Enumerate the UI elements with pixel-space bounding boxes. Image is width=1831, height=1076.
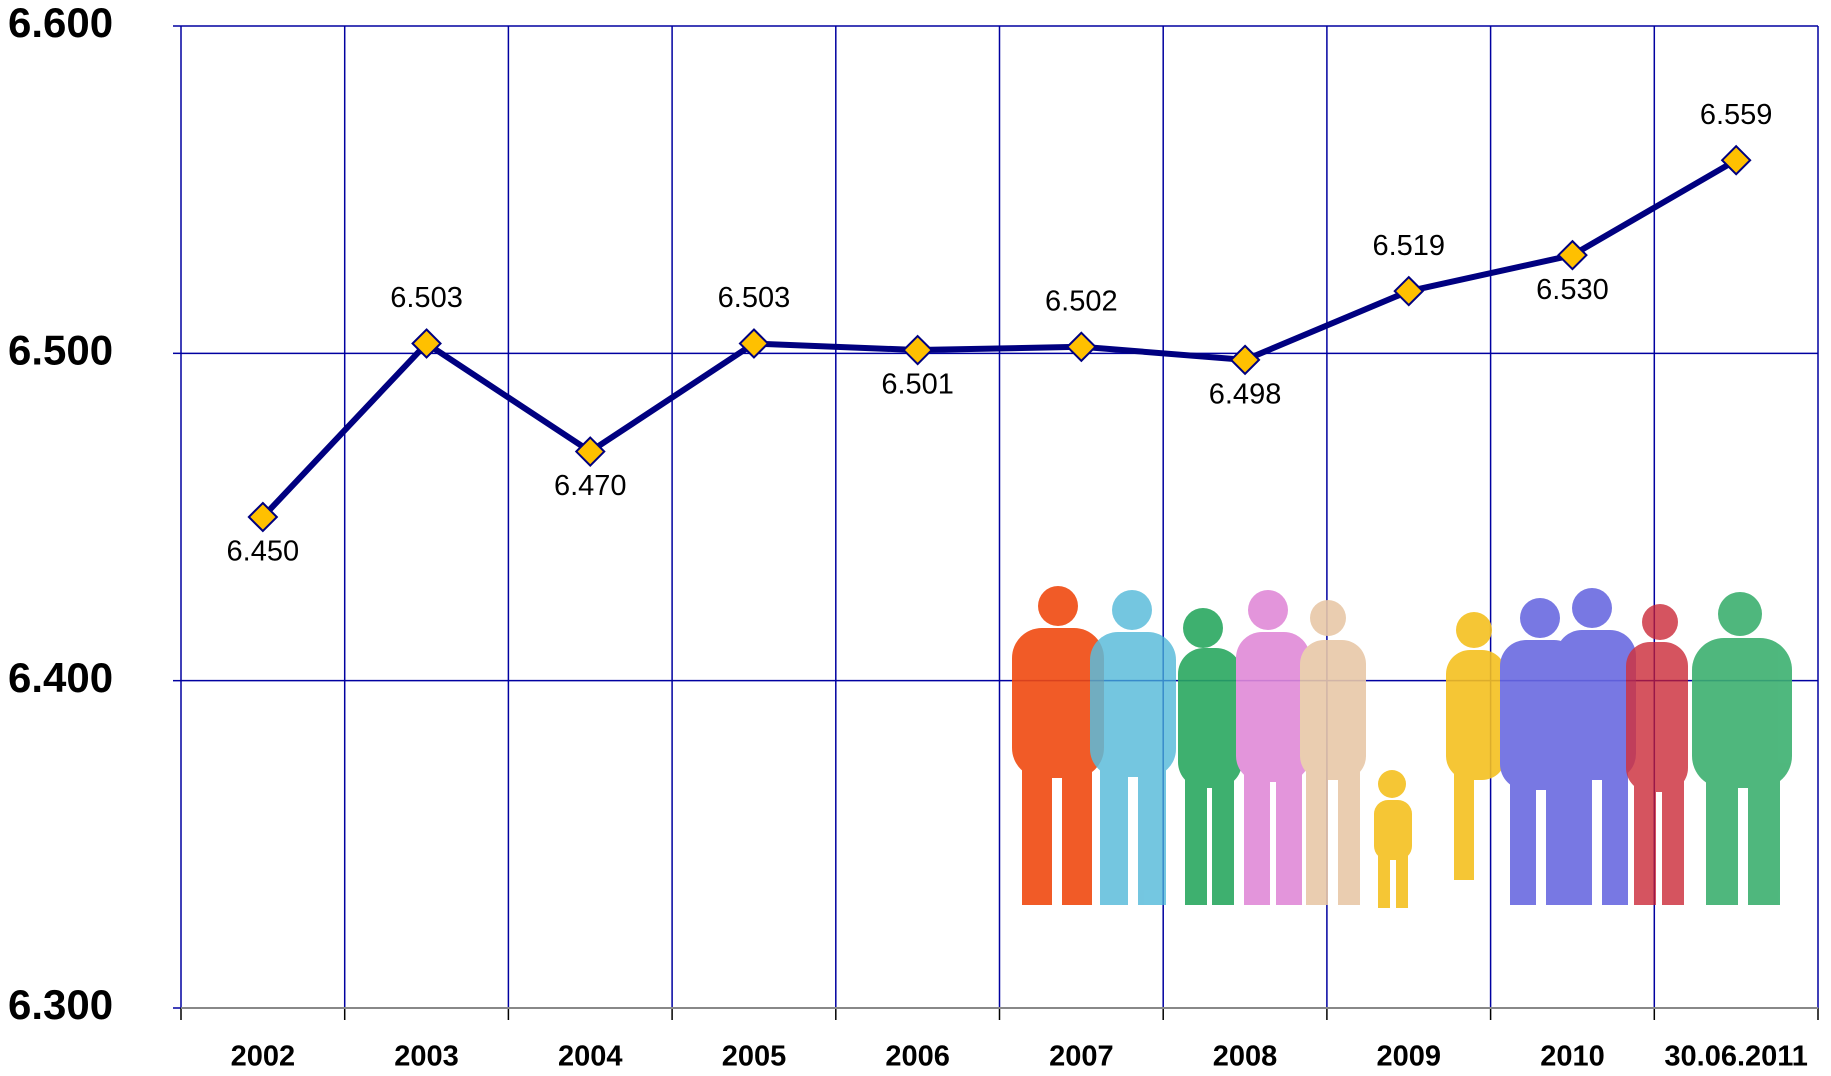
data-point xyxy=(738,328,770,359)
x-tick-label: 2002 xyxy=(231,1041,296,1073)
x-tick-label: 2009 xyxy=(1376,1041,1441,1073)
x-tick-label: 2006 xyxy=(885,1041,950,1073)
y-tick-label: 6.400 xyxy=(8,654,113,701)
data-point xyxy=(1065,331,1097,363)
data-label: 6.502 xyxy=(1045,285,1118,317)
series-line xyxy=(260,157,1738,520)
data-label: 6.503 xyxy=(390,282,463,314)
data-label: 6.530 xyxy=(1536,274,1609,306)
data-point xyxy=(1557,239,1588,271)
x-tick-label: 2003 xyxy=(394,1041,459,1073)
data-point xyxy=(1393,275,1425,307)
data-label: 6.503 xyxy=(718,282,791,314)
y-tick-label: 6.600 xyxy=(8,0,113,46)
data-point xyxy=(902,334,934,366)
data-point xyxy=(411,328,442,359)
data-point xyxy=(1229,344,1261,376)
x-tick-label: 30.06.2011 xyxy=(1664,1041,1808,1073)
people-illustration xyxy=(1012,586,1792,908)
data-label: 6.501 xyxy=(881,369,954,401)
data-label: 6.519 xyxy=(1372,230,1445,262)
data-point xyxy=(574,436,606,467)
data-label: 6.470 xyxy=(554,470,627,502)
data-label: 6.498 xyxy=(1209,379,1282,411)
data-label: 6.559 xyxy=(1700,99,1773,131)
data-label: 6.450 xyxy=(227,536,300,568)
data-point xyxy=(1720,144,1752,176)
y-tick-label: 6.300 xyxy=(8,981,113,1028)
x-tick-label: 2007 xyxy=(1049,1041,1114,1073)
data-point xyxy=(247,501,279,533)
x-tick-label: 2008 xyxy=(1213,1041,1278,1073)
y-tick-label: 6.500 xyxy=(8,326,113,373)
x-tick-label: 2010 xyxy=(1540,1041,1605,1073)
x-tick-label: 2004 xyxy=(558,1041,623,1073)
x-tick-label: 2005 xyxy=(722,1041,787,1073)
